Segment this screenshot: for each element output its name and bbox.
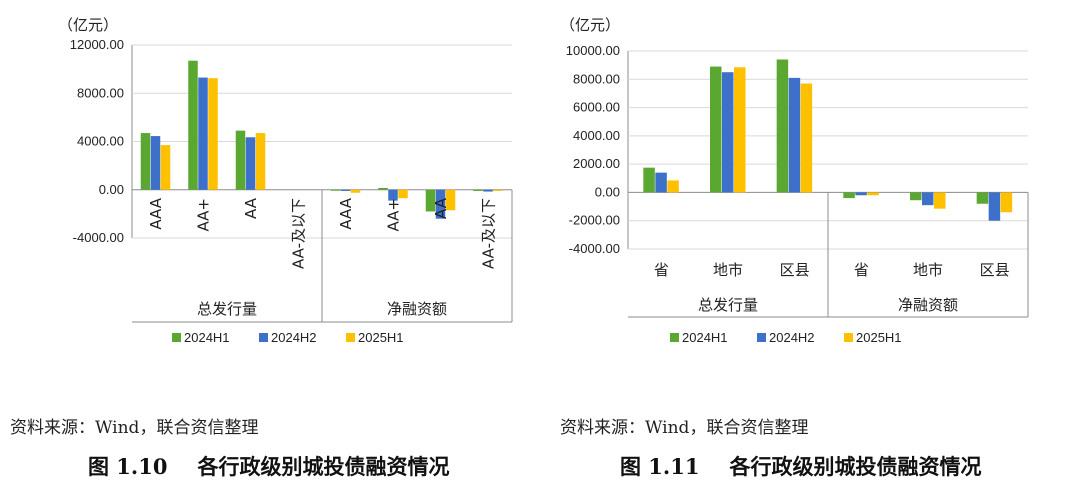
bar-2024h2 — [340, 189, 351, 191]
bar-2024h1 — [188, 60, 198, 190]
category-label: 区县 — [980, 261, 1010, 279]
legend-swatch-2025h1 — [346, 333, 355, 342]
category-label: AAA — [337, 197, 355, 229]
y-tick-label: 6000.00 — [573, 100, 620, 115]
figure-title: 各行政级别城投债融资情况 — [729, 454, 982, 479]
y-tick-label: 8000.00 — [77, 85, 124, 100]
y-unit-label: （亿元） — [560, 16, 620, 34]
bar-2024h1 — [235, 130, 246, 190]
y-tick-label: 12000.00 — [70, 37, 124, 52]
bar-2024h1 — [140, 133, 151, 190]
group-label: 净融资额 — [898, 296, 958, 314]
legend-swatch-2024h1 — [670, 333, 679, 342]
bar-2025h1 — [867, 192, 879, 196]
legend-swatch-2025h1 — [844, 333, 853, 342]
y-tick-label: 4000.00 — [573, 128, 620, 143]
y-tick-label: 0.00 — [595, 184, 620, 199]
category-label: 区县 — [780, 261, 810, 279]
category-label: AA-及以下 — [289, 198, 307, 269]
bar-2025h1 — [1000, 192, 1013, 213]
source-note-left: 资料来源：Wind，联合资信整理 — [10, 418, 259, 438]
legend-label: 2024H2 — [271, 330, 317, 345]
figure-number: 图 1.10 — [88, 454, 168, 479]
bar-2025h1 — [734, 67, 746, 193]
bar-2024h2 — [150, 136, 161, 190]
bar-2024h2 — [388, 189, 398, 201]
bar-2025h1 — [350, 189, 361, 193]
bar-2024h2 — [988, 192, 1001, 221]
chart-fig-1-10: （亿元） 12000.00 8000.00 4000.00 0.00 -4000.00 AA… — [0, 0, 540, 360]
bar-2024h2 — [483, 189, 493, 192]
category-label: AA-及以下 — [479, 198, 497, 269]
bar-2025h1 — [493, 189, 503, 191]
y-tick-label: -4000.00 — [73, 230, 124, 245]
bar-2024h2 — [198, 77, 208, 190]
bar-2024h1 — [776, 59, 789, 193]
category-label: 省 — [854, 261, 869, 279]
bar-2024h1 — [330, 189, 341, 191]
bar-2024h1 — [473, 189, 483, 191]
source-note-right: 资料来源：Wind，联合资信整理 — [560, 418, 809, 438]
bar-2025h1 — [800, 83, 813, 193]
category-label: 省 — [654, 261, 669, 279]
legend-label: 2024H1 — [682, 330, 728, 345]
y-tick-label: 8000.00 — [573, 71, 620, 86]
figure-caption-right: 图 1.11 各行政级别城投债融资情况 — [620, 451, 981, 481]
legend-label: 2025H1 — [856, 330, 902, 345]
legend-swatch-2024h2 — [757, 333, 766, 342]
figure-caption-left: 图 1.10 各行政级别城投债融资情况 — [88, 451, 449, 481]
bar-2024h1 — [910, 192, 922, 201]
group-label: 总发行量 — [698, 296, 758, 314]
bar-2024h1 — [378, 187, 388, 190]
category-label: AA+ — [384, 198, 402, 232]
category-label: 地市 — [713, 261, 743, 279]
bar-2025h1 — [398, 189, 408, 199]
bar-2025h1 — [667, 180, 679, 193]
legend-label: 2024H2 — [769, 330, 815, 345]
bar-2024h2 — [435, 189, 446, 219]
y-tick-label: 4000.00 — [77, 134, 124, 149]
bar-2025h1 — [208, 78, 218, 190]
category-label: AA — [242, 197, 260, 219]
category-label: AAA — [147, 197, 165, 229]
chart-2-svg: （亿元） 10000.00 8000.00 6000.00 4000.00 2000.00… — [560, 16, 1029, 345]
figure-title: 各行政级别城投债融资情况 — [197, 454, 450, 479]
bar-2024h2 — [245, 137, 256, 190]
bar-2024h2 — [722, 72, 734, 193]
group-label: 净融资额 — [387, 300, 447, 318]
y-unit-label: （亿元） — [58, 16, 118, 34]
bar-2024h1 — [843, 192, 855, 199]
legend-label: 2024H1 — [184, 330, 230, 345]
bar-2024h1 — [710, 66, 722, 193]
y-tick-label: -2000.00 — [569, 213, 620, 228]
bar-2025h1 — [160, 145, 171, 190]
bar-2024h2 — [922, 192, 934, 206]
legend-label: 2025H1 — [358, 330, 404, 345]
bar-2024h1 — [643, 167, 655, 193]
category-label: AA+ — [194, 198, 212, 232]
bar-2025h1 — [445, 189, 456, 211]
bar-2025h1 — [255, 133, 266, 190]
chart-1-svg: （亿元） 12000.00 8000.00 4000.00 0.00 -4000.00 AA… — [58, 16, 513, 345]
bar-2025h1 — [934, 192, 946, 209]
y-tick-label: -4000.00 — [569, 241, 620, 256]
group-label: 总发行量 — [197, 300, 257, 318]
y-tick-label: 2000.00 — [573, 156, 620, 171]
y-tick-label: 0.00 — [99, 182, 124, 197]
bar-2024h2 — [655, 172, 667, 193]
bar-2024h1 — [976, 192, 989, 204]
bar-2024h2 — [855, 192, 867, 196]
y-tick-label: 10000.00 — [566, 43, 620, 58]
chart-fig-1-11: （亿元） 10000.00 8000.00 6000.00 4000.00 2000.00… — [540, 0, 1080, 360]
legend-swatch-2024h2 — [259, 333, 268, 342]
legend-swatch-2024h1 — [172, 333, 181, 342]
category-label: 地市 — [913, 261, 943, 279]
figure-number: 图 1.11 — [620, 454, 700, 479]
bar-2024h1 — [425, 189, 436, 212]
category-label: AA — [432, 197, 450, 219]
bar-2024h2 — [788, 77, 801, 193]
